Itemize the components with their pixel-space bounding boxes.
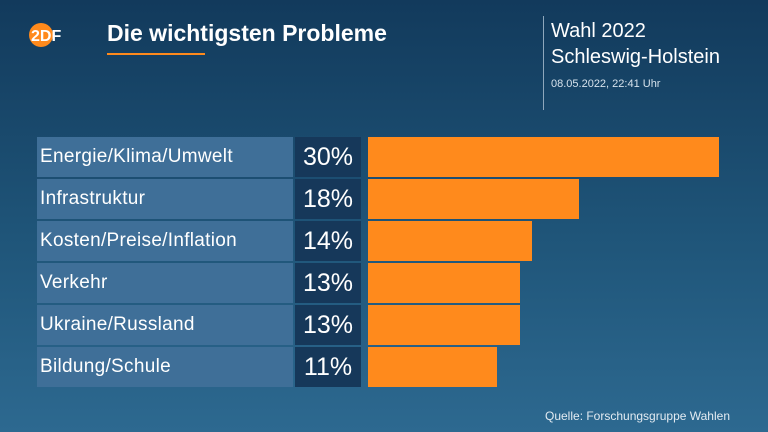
timestamp: 08.05.2022, 22:41 Uhr <box>551 78 661 90</box>
category-label: Verkehr <box>37 263 293 303</box>
bar <box>368 263 521 303</box>
value-label: 30% <box>295 137 361 177</box>
bar <box>368 179 579 219</box>
category-label: Ukraine/Russland <box>37 305 293 345</box>
header-divider <box>543 16 544 110</box>
value-label: 14% <box>295 221 361 261</box>
bar <box>368 137 719 177</box>
bar <box>368 305 521 345</box>
election-info: Wahl 2022 Schleswig-Holstein <box>551 18 720 70</box>
page-title: Die wichtigsten Probleme <box>107 20 387 46</box>
zdf-logo: 2DF <box>29 23 61 47</box>
value-label: 18% <box>295 179 361 219</box>
source-note: Quelle: Forschungsgruppe Wahlen <box>545 409 730 423</box>
election-state: Schleswig-Holstein <box>551 46 720 68</box>
value-label: 13% <box>295 305 361 345</box>
bar <box>368 221 532 261</box>
category-label: Bildung/Schule <box>37 347 293 387</box>
logo-text: 2DF <box>31 28 61 45</box>
value-label: 11% <box>295 347 361 387</box>
title-underline <box>107 53 205 55</box>
category-label: Infrastruktur <box>37 179 293 219</box>
category-label: Kosten/Preise/Inflation <box>37 221 293 261</box>
value-label: 13% <box>295 263 361 303</box>
election-year: Wahl 2022 <box>551 20 646 42</box>
bar <box>368 347 497 387</box>
category-label: Energie/Klima/Umwelt <box>37 137 293 177</box>
